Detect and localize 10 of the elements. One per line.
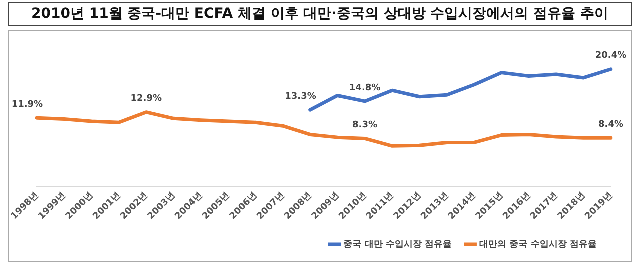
data-label: 13.3% <box>285 92 316 102</box>
data-label: 8.3% <box>352 120 378 131</box>
chart-title: 2010년 11월 중국-대만 ECFA 체결 이후 대만·중국의 상대방 수입시장에서의 점유율 추이 <box>8 2 632 26</box>
legend-label: 대만의 중국 수입시장 점유율 <box>480 240 598 250</box>
data-label: 11.9% <box>12 100 44 110</box>
data-label: 12.9% <box>130 94 162 104</box>
data-label: 20.4% <box>595 51 627 62</box>
data-label: 8.4% <box>598 120 624 130</box>
data-label: 14.8% <box>349 83 381 94</box>
legend-label: 중국 대만 수입시장 점유율 <box>344 240 452 250</box>
